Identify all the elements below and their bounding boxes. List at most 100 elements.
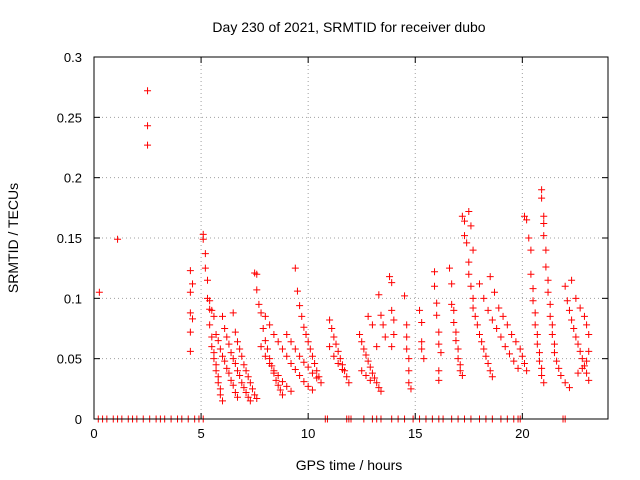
data-point	[283, 352, 291, 360]
data-point	[461, 232, 469, 240]
data-point	[343, 373, 351, 381]
data-point	[306, 345, 314, 353]
data-point	[298, 312, 306, 320]
data-point	[212, 331, 220, 339]
data-point	[287, 359, 295, 367]
data-point	[553, 357, 561, 365]
data-point	[538, 186, 546, 194]
data-point	[212, 361, 220, 369]
data-point	[373, 379, 381, 387]
data-point	[546, 300, 554, 308]
data-point	[274, 381, 282, 389]
data-point	[308, 369, 316, 377]
data-point	[248, 385, 256, 393]
data-point	[538, 194, 546, 202]
data-point	[454, 345, 462, 353]
data-point	[259, 325, 267, 332]
data-point	[469, 304, 477, 312]
data-point	[244, 373, 252, 381]
data-point	[206, 297, 214, 305]
data-point	[403, 345, 411, 353]
data-point	[544, 276, 552, 284]
data-point	[240, 361, 248, 369]
data-point	[580, 312, 588, 320]
data-point	[251, 391, 259, 399]
data-point	[330, 333, 338, 341]
data-point	[270, 331, 278, 339]
data-point	[332, 340, 340, 348]
data-point	[435, 376, 443, 384]
data-point	[257, 343, 265, 351]
data-point	[540, 379, 548, 387]
data-point	[375, 384, 383, 392]
data-point	[405, 379, 413, 387]
data-point	[461, 217, 469, 225]
data-point	[505, 350, 513, 358]
data-point	[548, 321, 556, 329]
data-point	[456, 361, 464, 369]
data-point	[186, 267, 194, 275]
data-point	[261, 312, 269, 320]
data-point	[336, 355, 344, 363]
data-point	[501, 343, 509, 351]
data-point	[212, 367, 220, 375]
data-point	[366, 376, 374, 384]
data-point	[313, 374, 321, 382]
data-point	[236, 372, 244, 380]
x-tick-label: 0	[90, 426, 97, 441]
data-point	[229, 309, 237, 317]
data-point	[514, 364, 522, 372]
data-point	[542, 246, 550, 254]
data-point	[225, 369, 233, 377]
y-tick-label: 0.15	[57, 231, 82, 246]
data-point	[420, 355, 428, 363]
data-point	[527, 270, 535, 278]
data-point	[486, 273, 494, 281]
data-point	[360, 345, 368, 353]
data-point	[300, 358, 308, 366]
data-point	[469, 246, 477, 254]
data-point	[326, 343, 334, 351]
data-point	[375, 291, 383, 299]
data-point	[204, 276, 212, 284]
data-point	[465, 258, 473, 266]
data-point	[304, 363, 312, 371]
data-point	[278, 378, 286, 386]
data-point	[388, 343, 396, 351]
data-point	[278, 345, 286, 353]
data-point	[431, 268, 439, 276]
data-point	[368, 321, 376, 329]
data-point	[276, 386, 284, 394]
data-point	[311, 359, 319, 367]
data-point	[287, 387, 295, 395]
data-point	[480, 345, 488, 353]
data-point	[446, 264, 454, 272]
data-point	[458, 372, 466, 380]
data-points	[94, 87, 593, 423]
data-point	[435, 340, 443, 348]
data-point	[261, 352, 269, 360]
data-point	[390, 316, 398, 324]
data-point	[216, 345, 224, 353]
data-point	[563, 297, 571, 305]
data-point	[403, 333, 411, 341]
data-point	[473, 321, 481, 329]
data-point	[223, 364, 231, 372]
data-point	[208, 333, 216, 341]
data-point	[364, 312, 372, 320]
data-point	[535, 357, 543, 365]
data-point	[476, 331, 483, 339]
data-point	[542, 263, 550, 271]
data-point	[520, 212, 528, 220]
data-point	[531, 321, 539, 329]
data-point	[225, 340, 233, 348]
data-point	[458, 212, 466, 220]
data-point	[366, 363, 374, 371]
data-point	[233, 367, 241, 375]
data-point	[345, 379, 353, 387]
axis-ticks: 0 5 10 15 20 0 0.05 0.1 0.15 0.2 0.25 0.3	[57, 50, 608, 441]
data-point	[221, 357, 229, 365]
data-point	[219, 397, 226, 405]
data-point	[525, 234, 533, 242]
x-axis-label: GPS time / hours	[296, 457, 403, 473]
